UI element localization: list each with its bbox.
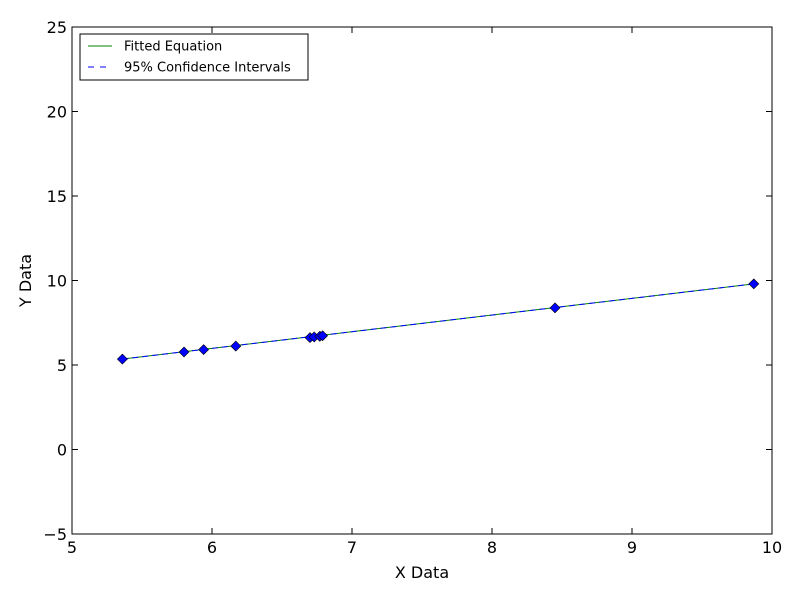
confidence-interval-line: [122, 283, 754, 360]
x-tick-label: 7: [347, 538, 357, 557]
data-point-marker: [198, 344, 210, 356]
y-tick-label: 10: [47, 272, 67, 291]
x-tick-label: 10: [762, 538, 782, 557]
data-point-marker: [116, 353, 128, 365]
y-axis-label: Y Data: [16, 254, 35, 308]
x-tick-label: 9: [627, 538, 637, 557]
data-point-marker: [317, 330, 329, 342]
data-point-marker: [178, 346, 190, 358]
legend: Fitted Equation 95% Confidence Intervals: [79, 33, 309, 81]
data-point-marker: [748, 278, 760, 290]
y-tick-label: 20: [47, 103, 67, 122]
x-tick-label: 8: [487, 538, 497, 557]
x-axis-label: X Data: [395, 563, 449, 582]
axis-ticks: 5 6 7 8 9 10 −5 0 5 10 15 20 25: [43, 18, 782, 557]
legend-label-confidence-intervals: 95% Confidence Intervals: [124, 61, 291, 76]
plot-area: [116, 278, 760, 365]
y-tick-label: 25: [47, 18, 67, 37]
y-tick-label: 15: [47, 187, 67, 206]
data-point-marker: [549, 302, 561, 314]
x-tick-label: 6: [207, 538, 217, 557]
y-tick-label: 0: [57, 441, 67, 460]
legend-label-fitted-equation: Fitted Equation: [124, 40, 222, 55]
y-tick-label: −5: [43, 525, 67, 544]
data-point-marker: [230, 340, 242, 352]
y-tick-label: 5: [57, 356, 67, 375]
x-tick-label: 5: [67, 538, 77, 557]
legend-box: [79, 33, 309, 81]
